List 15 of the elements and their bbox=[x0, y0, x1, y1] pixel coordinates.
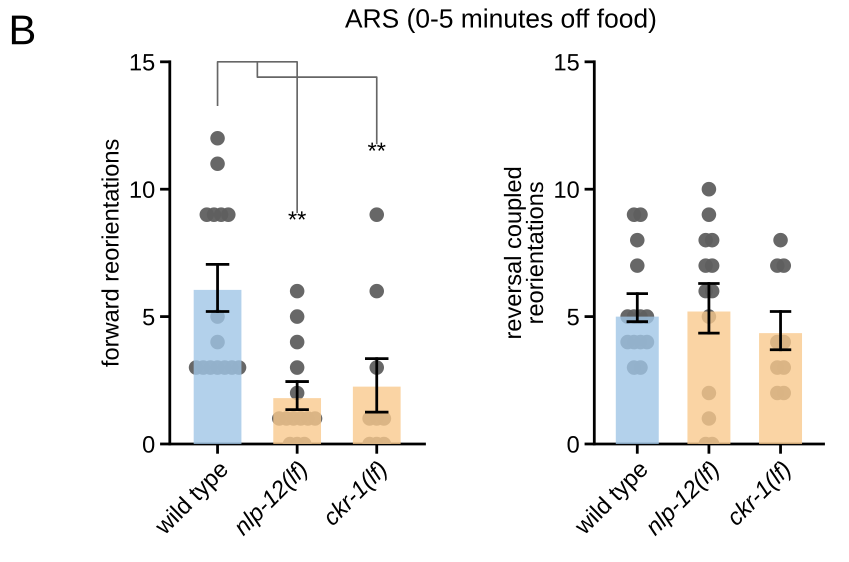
y-axis-title: forward reorientations bbox=[101, 140, 119, 367]
y-tick-label: 5 bbox=[568, 308, 579, 326]
y-tick-label: 0 bbox=[568, 436, 579, 453]
x-tick-label: wild type bbox=[152, 459, 232, 540]
annotation: ** bbox=[368, 142, 386, 151]
text: ARS (0-5 minutes off food) bbox=[345, 8, 656, 34]
text: B bbox=[12, 16, 34, 44]
y-tick-label: 15 bbox=[555, 54, 579, 71]
y-axis-title: reversal coupled reorientations bbox=[504, 168, 544, 338]
annotation: ** bbox=[288, 211, 306, 220]
y-tick-label: 10 bbox=[555, 181, 579, 198]
y-tick-label: 10 bbox=[130, 181, 154, 198]
y-tick-label: 5 bbox=[143, 308, 154, 326]
y-tick-label: 15 bbox=[130, 54, 154, 71]
y-tick-label: 0 bbox=[143, 436, 154, 453]
